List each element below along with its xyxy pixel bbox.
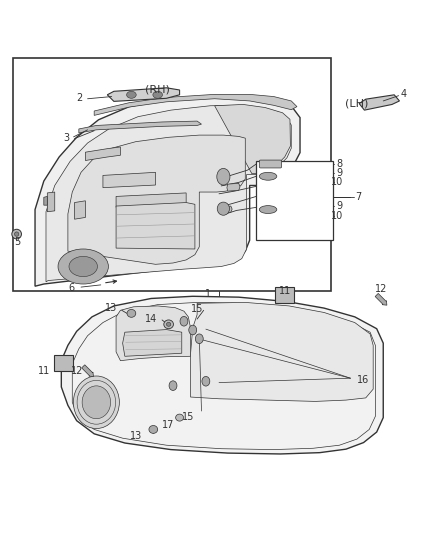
Text: 13: 13: [130, 431, 142, 441]
FancyBboxPatch shape: [54, 355, 73, 371]
Polygon shape: [215, 104, 290, 174]
Polygon shape: [256, 161, 333, 240]
Ellipse shape: [149, 425, 158, 433]
Polygon shape: [116, 203, 195, 249]
FancyArrow shape: [375, 294, 387, 305]
Ellipse shape: [166, 322, 171, 326]
Text: 13: 13: [105, 303, 117, 313]
Text: 17: 17: [162, 420, 175, 430]
Polygon shape: [68, 135, 245, 264]
Ellipse shape: [202, 376, 210, 386]
Text: 15: 15: [182, 411, 194, 422]
Polygon shape: [103, 172, 155, 188]
Polygon shape: [262, 179, 277, 187]
Polygon shape: [359, 95, 399, 110]
Ellipse shape: [176, 414, 184, 421]
Ellipse shape: [259, 206, 277, 214]
Ellipse shape: [58, 249, 109, 284]
Ellipse shape: [169, 381, 177, 391]
Text: 16: 16: [357, 375, 369, 385]
Text: 11: 11: [279, 286, 291, 296]
Text: 5: 5: [14, 237, 21, 247]
Ellipse shape: [74, 376, 119, 429]
FancyArrow shape: [81, 365, 93, 377]
Text: 15: 15: [191, 304, 204, 314]
Polygon shape: [44, 197, 47, 205]
Text: 3: 3: [63, 133, 69, 143]
Ellipse shape: [14, 232, 19, 236]
Text: 10: 10: [331, 177, 343, 188]
Polygon shape: [85, 147, 120, 160]
Polygon shape: [13, 59, 331, 290]
Text: (RH): (RH): [145, 84, 170, 94]
Polygon shape: [94, 94, 297, 115]
Polygon shape: [107, 88, 180, 101]
Ellipse shape: [127, 310, 136, 317]
Polygon shape: [123, 329, 182, 356]
Text: 12: 12: [71, 366, 83, 376]
Polygon shape: [74, 201, 85, 219]
Polygon shape: [61, 296, 383, 454]
Polygon shape: [220, 206, 232, 213]
Polygon shape: [35, 96, 300, 286]
Polygon shape: [46, 106, 291, 282]
Text: 9: 9: [336, 201, 343, 212]
FancyBboxPatch shape: [275, 287, 294, 303]
Polygon shape: [191, 302, 373, 401]
Text: 6: 6: [68, 283, 74, 293]
Text: 12: 12: [374, 284, 387, 294]
Text: 14: 14: [145, 313, 157, 324]
Polygon shape: [262, 190, 277, 198]
Text: 1: 1: [205, 289, 211, 298]
Ellipse shape: [153, 91, 162, 98]
Ellipse shape: [127, 91, 136, 98]
Text: 7: 7: [356, 192, 362, 203]
Polygon shape: [227, 183, 240, 191]
Polygon shape: [116, 193, 186, 207]
Text: 9: 9: [336, 168, 343, 178]
Text: 10: 10: [331, 211, 343, 221]
Polygon shape: [47, 192, 55, 212]
Ellipse shape: [12, 229, 21, 239]
Text: (LH): (LH): [345, 99, 369, 109]
Ellipse shape: [195, 334, 203, 344]
Ellipse shape: [164, 320, 173, 329]
Ellipse shape: [217, 168, 230, 185]
Text: 8: 8: [336, 159, 343, 168]
Polygon shape: [116, 306, 191, 361]
Text: 4: 4: [401, 89, 407, 99]
Ellipse shape: [180, 317, 188, 326]
FancyBboxPatch shape: [259, 160, 282, 168]
Polygon shape: [79, 121, 201, 133]
Ellipse shape: [69, 256, 97, 277]
Ellipse shape: [82, 386, 110, 419]
Ellipse shape: [189, 325, 197, 335]
Ellipse shape: [259, 172, 277, 180]
Text: 2: 2: [76, 93, 82, 103]
Ellipse shape: [217, 202, 230, 215]
Text: 11: 11: [38, 366, 50, 376]
